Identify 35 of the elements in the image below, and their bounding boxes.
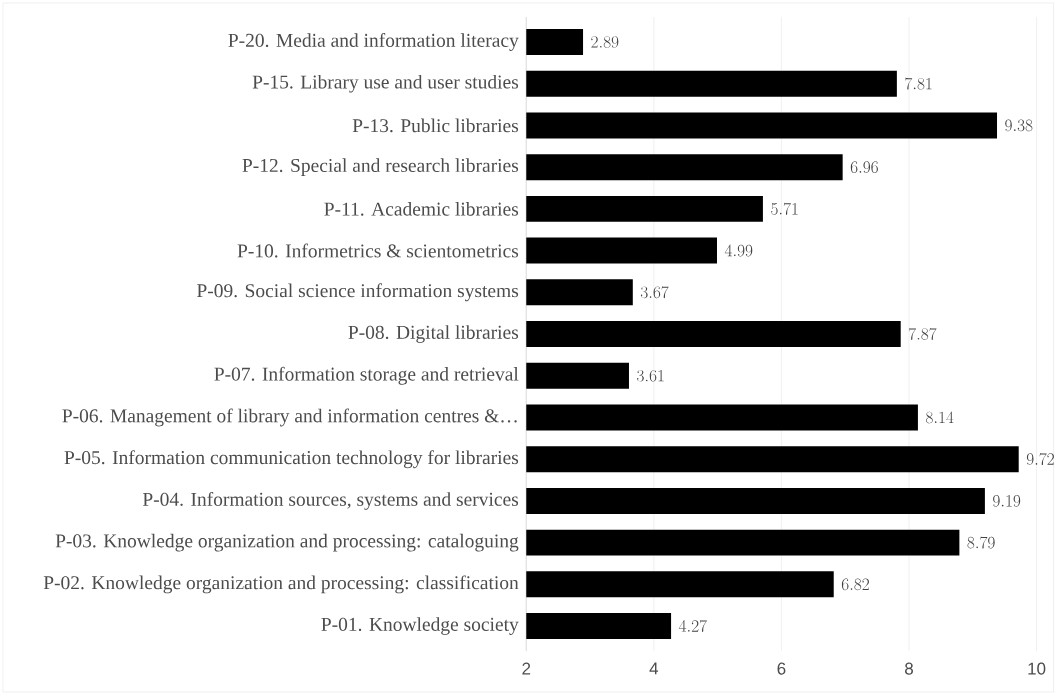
x-tick-label: 4 xyxy=(649,662,659,675)
y-tick-label: P-10. Informetrics & scientometrics xyxy=(237,243,519,258)
data-label: 9.38 xyxy=(1005,119,1033,132)
y-tick-label: P-09. Social science information systems xyxy=(196,283,519,302)
y-tick-label: P-06. Management of library and information centres &… xyxy=(62,408,517,427)
y-tick-label: P-12. Special and research libraries xyxy=(242,158,519,176)
data-label: 3.67 xyxy=(640,286,669,299)
data-label: 5.71 xyxy=(771,202,798,215)
data-label: 4.27 xyxy=(678,619,707,632)
data-label: 7.87 xyxy=(909,327,937,340)
data-label: 9.72 xyxy=(1026,453,1054,466)
data-label: 8.79 xyxy=(967,536,995,549)
x-tick-label: 2 xyxy=(522,662,531,675)
x-tick-label: 10 xyxy=(1028,662,1046,675)
y-tick-label: P-13. Public libraries xyxy=(352,118,519,133)
y-tick-label: P-11. Academic libraries xyxy=(324,201,519,216)
data-label: 4.99 xyxy=(724,244,753,257)
y-tick-label: P-15. Library use and user studies xyxy=(252,74,519,93)
y-tick-label: P-04. Information sources, systems and services xyxy=(142,491,519,510)
data-label: 8. 14 xyxy=(926,411,954,424)
data-label: 2.89 xyxy=(591,36,619,48)
y-tick-label: P-05. Information communication technology for libraries xyxy=(64,450,519,469)
y-tick-label: P-01. Knowledge society xyxy=(321,617,519,635)
x-tick-label: 8 xyxy=(905,662,913,675)
y-tick-label: P-20. Media and information literacy xyxy=(228,33,519,51)
data-label: 6.82 xyxy=(841,578,869,591)
y-tick-label: P-02. Knowledge organization and processing: classification xyxy=(43,575,519,594)
data-label: 3.61 xyxy=(637,369,664,382)
y-tick-label: P-07. Information storage and retrieval xyxy=(214,366,519,385)
data-label: 7.81 xyxy=(905,77,932,90)
y-tick-label: P-08. Digital libraries xyxy=(348,325,519,343)
y-tick-label: P-03. Knowledge organization and processing: cataloguing xyxy=(55,533,519,552)
data-label: 9. 19 xyxy=(993,495,1021,507)
x-tick-label: 6 xyxy=(777,662,786,675)
data-label: 6.96 xyxy=(850,161,878,173)
